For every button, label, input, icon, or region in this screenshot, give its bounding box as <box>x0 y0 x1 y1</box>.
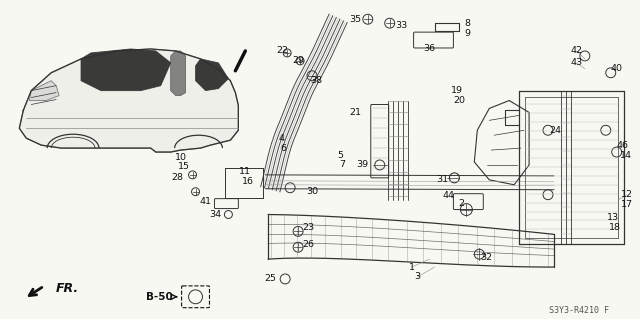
Text: 30: 30 <box>306 187 318 196</box>
Polygon shape <box>196 59 228 91</box>
Text: 41: 41 <box>200 197 211 206</box>
Text: 34: 34 <box>209 210 221 219</box>
Text: 24: 24 <box>549 126 561 135</box>
Text: 18: 18 <box>609 223 621 232</box>
Text: 15: 15 <box>177 162 189 171</box>
Text: 3: 3 <box>415 272 420 281</box>
Text: 46: 46 <box>617 141 628 150</box>
Text: 1: 1 <box>408 263 415 271</box>
Text: 10: 10 <box>175 152 187 161</box>
Text: FR.: FR. <box>56 282 79 295</box>
Text: 17: 17 <box>621 200 633 209</box>
Text: 36: 36 <box>424 44 436 54</box>
Text: 42: 42 <box>571 47 583 56</box>
Text: 35: 35 <box>349 15 361 24</box>
Text: 25: 25 <box>264 274 276 284</box>
Text: 33: 33 <box>396 21 408 30</box>
Text: 16: 16 <box>243 177 254 186</box>
Text: 6: 6 <box>280 144 286 152</box>
Text: 2: 2 <box>458 199 465 208</box>
Text: 7: 7 <box>339 160 345 169</box>
Text: 13: 13 <box>607 213 619 222</box>
Text: 40: 40 <box>611 64 623 73</box>
Text: 31: 31 <box>436 175 449 184</box>
Text: 43: 43 <box>571 58 583 67</box>
Text: 8: 8 <box>465 19 470 28</box>
Text: 44: 44 <box>442 191 454 200</box>
Text: 11: 11 <box>239 167 252 176</box>
Text: 5: 5 <box>337 151 343 160</box>
Text: 19: 19 <box>451 86 463 95</box>
Text: 4: 4 <box>278 134 284 143</box>
Polygon shape <box>81 49 171 91</box>
Text: 38: 38 <box>310 76 322 85</box>
Text: 39: 39 <box>356 160 368 169</box>
Text: 20: 20 <box>453 96 465 105</box>
Text: 29: 29 <box>292 56 304 65</box>
Text: 23: 23 <box>302 223 314 232</box>
Text: 21: 21 <box>349 108 361 117</box>
Text: 9: 9 <box>465 29 470 38</box>
Polygon shape <box>19 49 238 152</box>
Text: 12: 12 <box>621 190 633 199</box>
Text: 14: 14 <box>620 151 632 160</box>
Text: 22: 22 <box>276 47 288 56</box>
Text: S3Y3-R4210 F: S3Y3-R4210 F <box>549 306 609 315</box>
Text: 28: 28 <box>172 173 184 182</box>
Text: 26: 26 <box>302 240 314 249</box>
Polygon shape <box>171 51 186 96</box>
Text: 32: 32 <box>480 253 492 262</box>
Text: B-50: B-50 <box>146 292 173 302</box>
Polygon shape <box>29 81 59 100</box>
